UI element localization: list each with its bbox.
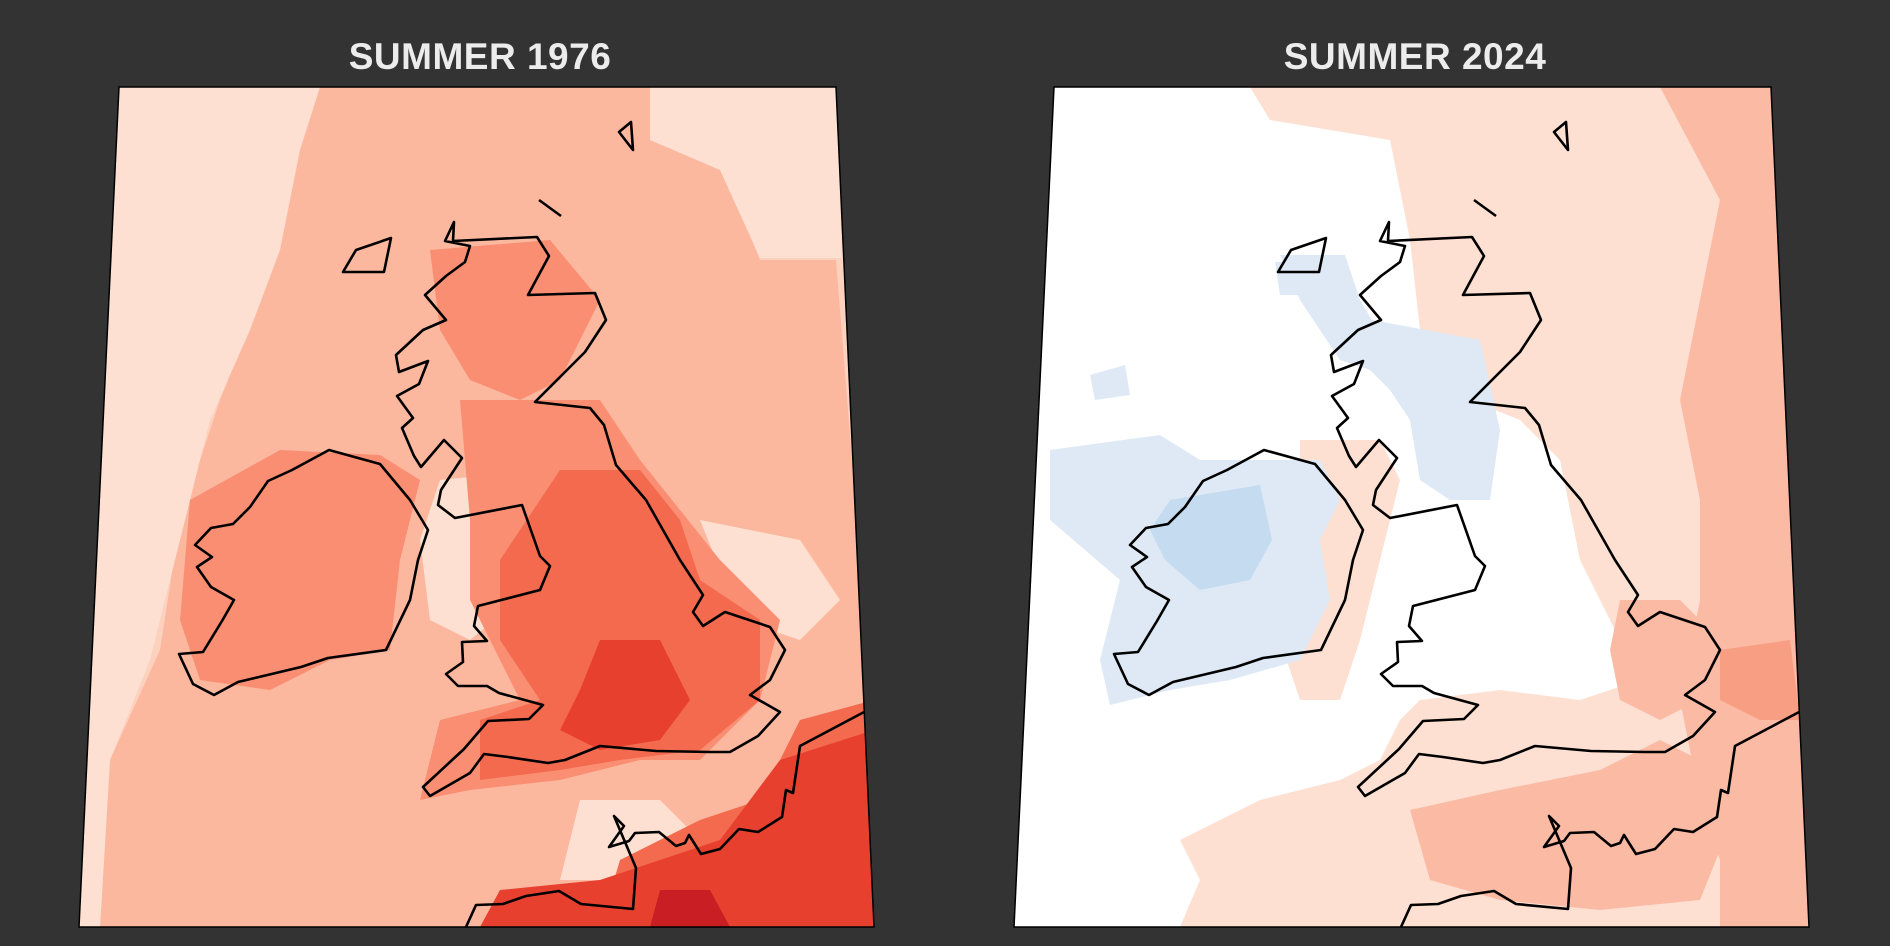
field-warm (1410, 740, 1720, 910)
field-warm-faint (1180, 87, 1809, 927)
panel-title: SUMMER 2024 (1283, 36, 1547, 77)
field-band-light (650, 87, 842, 258)
panel-title: SUMMER 1976 (348, 36, 612, 77)
map-frame (1013, 86, 1810, 928)
map-panel-2024: SUMMER 2024 (1005, 0, 1825, 946)
coastline-ireland (177, 448, 430, 697)
field-warm-strong (1720, 640, 1800, 720)
coastline-ireland (1112, 448, 1365, 697)
field-hot (560, 640, 690, 750)
field-cool-faint (1280, 255, 1500, 500)
field-hot (480, 730, 874, 927)
field-cool-faint (1275, 262, 1310, 295)
coastline-france (464, 709, 867, 927)
field-band-light (79, 87, 320, 927)
field-band-light (700, 520, 840, 640)
coastline-hebrides (341, 236, 393, 274)
coastline (1112, 120, 1802, 927)
coastline-orkney (538, 198, 562, 218)
field-land-warm (430, 240, 600, 400)
coastline (177, 120, 867, 927)
coastline-shetland (1552, 120, 1570, 152)
coastline-orkney (1473, 198, 1497, 218)
map-panel-1976: SUMMER 1976 (70, 0, 890, 946)
coastline-hebrides (1276, 236, 1328, 274)
field-cool-faint (1090, 365, 1130, 400)
field-land-hot (480, 470, 760, 780)
field-land-warm (180, 450, 420, 690)
coastline-britain (1329, 220, 1722, 798)
temperature-anomaly-map (1013, 86, 1810, 928)
temperature-anomaly-map (78, 86, 875, 928)
coastline-britain (394, 220, 787, 798)
map-frame (78, 86, 875, 928)
coastline-shetland (617, 120, 635, 152)
field-hottest (650, 890, 730, 927)
coastline-france (1399, 709, 1802, 927)
